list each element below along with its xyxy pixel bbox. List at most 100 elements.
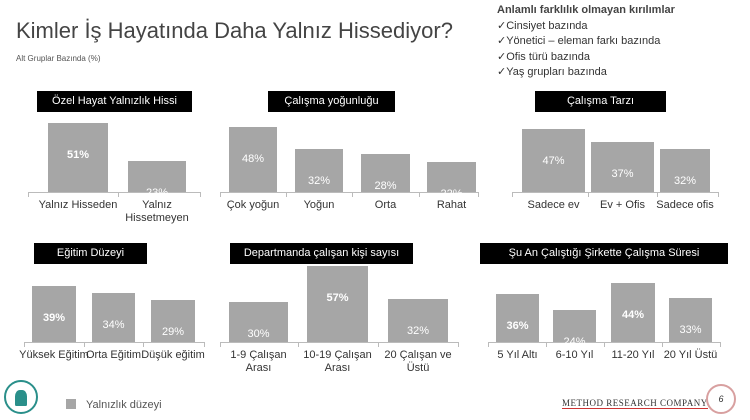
page-title: Kimler İş Hayatında Daha Yalnız Hissediy… <box>16 18 453 43</box>
tick-label: 20 Çalışan ve Üstü <box>384 349 452 374</box>
bar: 51% <box>48 123 108 192</box>
bar: 48% <box>229 127 277 192</box>
tick <box>546 342 547 347</box>
check-icon: ✓ <box>497 19 507 32</box>
bar: 28% <box>361 154 410 192</box>
check-icon: ✓ <box>497 66 507 78</box>
legend-swatch <box>66 399 76 409</box>
data-label: 30% <box>247 328 270 341</box>
data-label: 57% <box>326 292 349 305</box>
chart-title: Departmanda çalışan kişi sayısı <box>230 243 413 264</box>
bar: 34% <box>92 293 135 342</box>
tick <box>220 342 221 347</box>
university-logo <box>4 380 38 414</box>
tick-label: Yalnız Hissetmeyen <box>125 199 189 224</box>
tick <box>297 342 299 347</box>
data-label: 22% <box>440 188 463 201</box>
check-icon: ✓ <box>497 35 507 47</box>
data-label: 37% <box>611 168 634 181</box>
tick <box>512 192 513 197</box>
tick <box>204 342 205 347</box>
legend: Yalnızlık düzeyi <box>66 399 162 411</box>
chart-title: Şu An Çalıştığı Şirkette Çalışma Süresi <box>480 243 728 264</box>
note-item: ✓Yönetici – eleman farkı bazında <box>497 35 661 47</box>
data-label: 47% <box>542 154 565 167</box>
x-axis <box>28 192 200 193</box>
tick <box>84 342 85 347</box>
tick-label: 1-9 Çalışan Arası <box>230 349 287 374</box>
notes-heading: Anlamlı farklılık olmayan kırılımlar <box>497 4 675 16</box>
tick-label: Düşük eğitim <box>141 349 205 361</box>
bar: 37% <box>591 142 654 192</box>
tick-label: Sadece ofis <box>656 199 714 211</box>
data-label: 36% <box>506 320 529 333</box>
tick-label: Ev + Ofis <box>600 199 645 211</box>
chart-title: Eğitim Düzeyi <box>34 243 147 264</box>
data-label: 39% <box>42 311 66 324</box>
bar: 32% <box>295 148 343 192</box>
bar: 24% <box>553 310 596 348</box>
tick <box>662 342 663 347</box>
tick <box>24 342 25 347</box>
chart-title: Çalışma Tarzı <box>535 91 666 112</box>
tick <box>143 342 144 347</box>
data-label: 48% <box>241 153 265 166</box>
data-label: 33% <box>679 324 702 337</box>
notes-box: Anlamlı farklılık olmayan kırılımlar ✓Ci… <box>497 3 675 81</box>
data-label: 32% <box>406 325 430 338</box>
x-axis <box>220 342 458 343</box>
tick-label: 5 Yıl Altı <box>497 349 538 361</box>
tick <box>588 192 589 197</box>
bar: 32% <box>388 299 448 342</box>
data-label: 34% <box>102 319 125 332</box>
data-label: 28% <box>374 180 397 193</box>
page-subtitle: Alt Gruplar Bazında (%) <box>16 54 101 63</box>
data-label: 51% <box>66 149 90 162</box>
data-label: 32% <box>673 174 697 187</box>
x-axis <box>24 342 204 343</box>
bar: 30% <box>229 302 288 342</box>
bar: 32% <box>660 148 710 192</box>
company-logo: METHOD RESEARCH COMPANY <box>562 398 708 409</box>
bar: 44% <box>611 283 655 342</box>
note-item: ✓Yaş grupları bazında <box>497 66 607 78</box>
bar: 57% <box>307 266 368 342</box>
x-axis <box>512 192 718 193</box>
tick <box>418 192 420 197</box>
bar: 47% <box>522 128 585 192</box>
tick-label: Çok yoğun <box>226 199 280 211</box>
bar: 23% <box>128 160 186 199</box>
tick <box>657 192 658 197</box>
tick <box>352 192 353 197</box>
tick <box>478 192 479 197</box>
page-number: 6 <box>706 384 736 414</box>
data-label: 24% <box>563 336 586 349</box>
tick-label: Orta Eğitim <box>85 349 141 361</box>
tick <box>378 342 379 347</box>
data-label: 29% <box>161 326 185 339</box>
note-item: ✓Ofis türü bazında <box>497 50 590 63</box>
tick <box>720 342 721 347</box>
tick-label: Orta <box>374 199 397 211</box>
tick <box>118 192 119 197</box>
data-label: 44% <box>621 309 645 322</box>
tick <box>603 342 605 347</box>
check-icon: ✓ <box>497 50 507 63</box>
tick-label: 11-20 Yıl <box>611 349 655 361</box>
chart-title: Çalışma yoğunluğu <box>268 91 395 112</box>
data-label: 23% <box>145 186 169 199</box>
x-axis <box>220 192 478 193</box>
tick-label: Yoğun <box>303 199 335 211</box>
tick-label: Yalnız Hisseden <box>38 199 118 211</box>
bar: 22% <box>427 162 476 200</box>
tick-label: 6-10 Yıl <box>555 349 594 361</box>
bar: 36% <box>496 294 539 342</box>
note-item: ✓Cinsiyet bazında <box>497 19 588 32</box>
tick <box>488 342 489 347</box>
tick <box>200 192 201 197</box>
bar: 33% <box>669 298 712 342</box>
tick-label: 10-19 Çalışan Arası <box>303 349 372 374</box>
tick-label: Yüksek Eğitim <box>19 349 89 361</box>
data-label: 32% <box>307 174 331 187</box>
tick <box>28 192 29 197</box>
